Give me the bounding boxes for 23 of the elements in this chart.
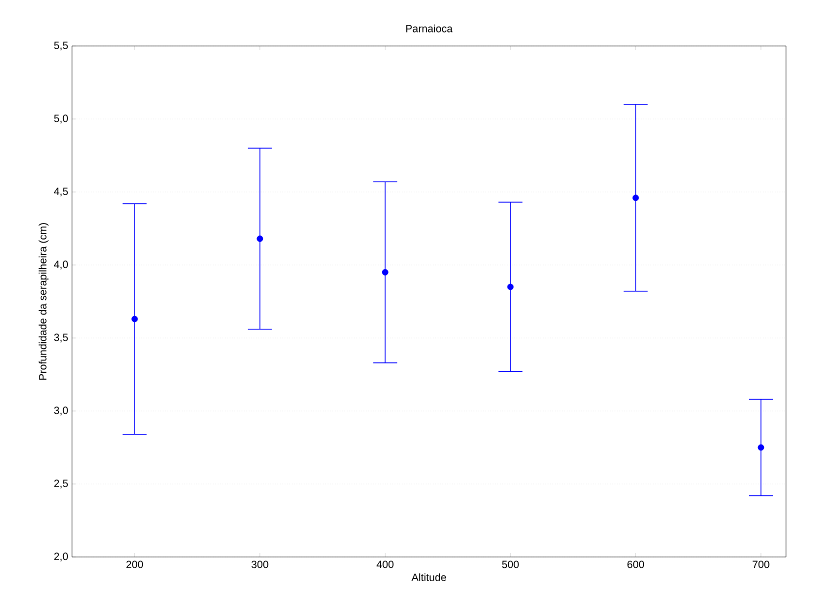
y-tick-label: 5,0	[54, 114, 68, 124]
point	[256, 236, 264, 242]
chart-title: Parnaioca	[406, 24, 453, 32]
y-tick-label: 5,5	[54, 42, 68, 50]
y-tick-label: 3,5	[54, 334, 68, 342]
point	[632, 194, 639, 202]
y-tick-label: 4,0	[54, 260, 68, 270]
x-axis-title: Altitude	[412, 573, 446, 582]
y-axis-title: Profundidade da serapilheira (cm)	[38, 223, 49, 380]
y-tick-label: 4,5	[54, 188, 68, 196]
x-tick-label: 600	[627, 560, 644, 568]
x-tick-label: 500	[502, 560, 519, 568]
y-tick-label: 3,0	[54, 406, 68, 416]
x-tick-label: 300	[252, 560, 268, 568]
y-tick-label: 2,0	[54, 552, 68, 562]
point	[382, 269, 388, 276]
point	[507, 284, 514, 290]
point	[758, 444, 764, 451]
x-tick-label: 700	[752, 560, 770, 568]
point	[131, 316, 138, 322]
x-tick-label: 200	[126, 560, 143, 568]
x-tick-label: 400	[376, 560, 394, 568]
y-tick-label: 2,5	[54, 480, 68, 488]
